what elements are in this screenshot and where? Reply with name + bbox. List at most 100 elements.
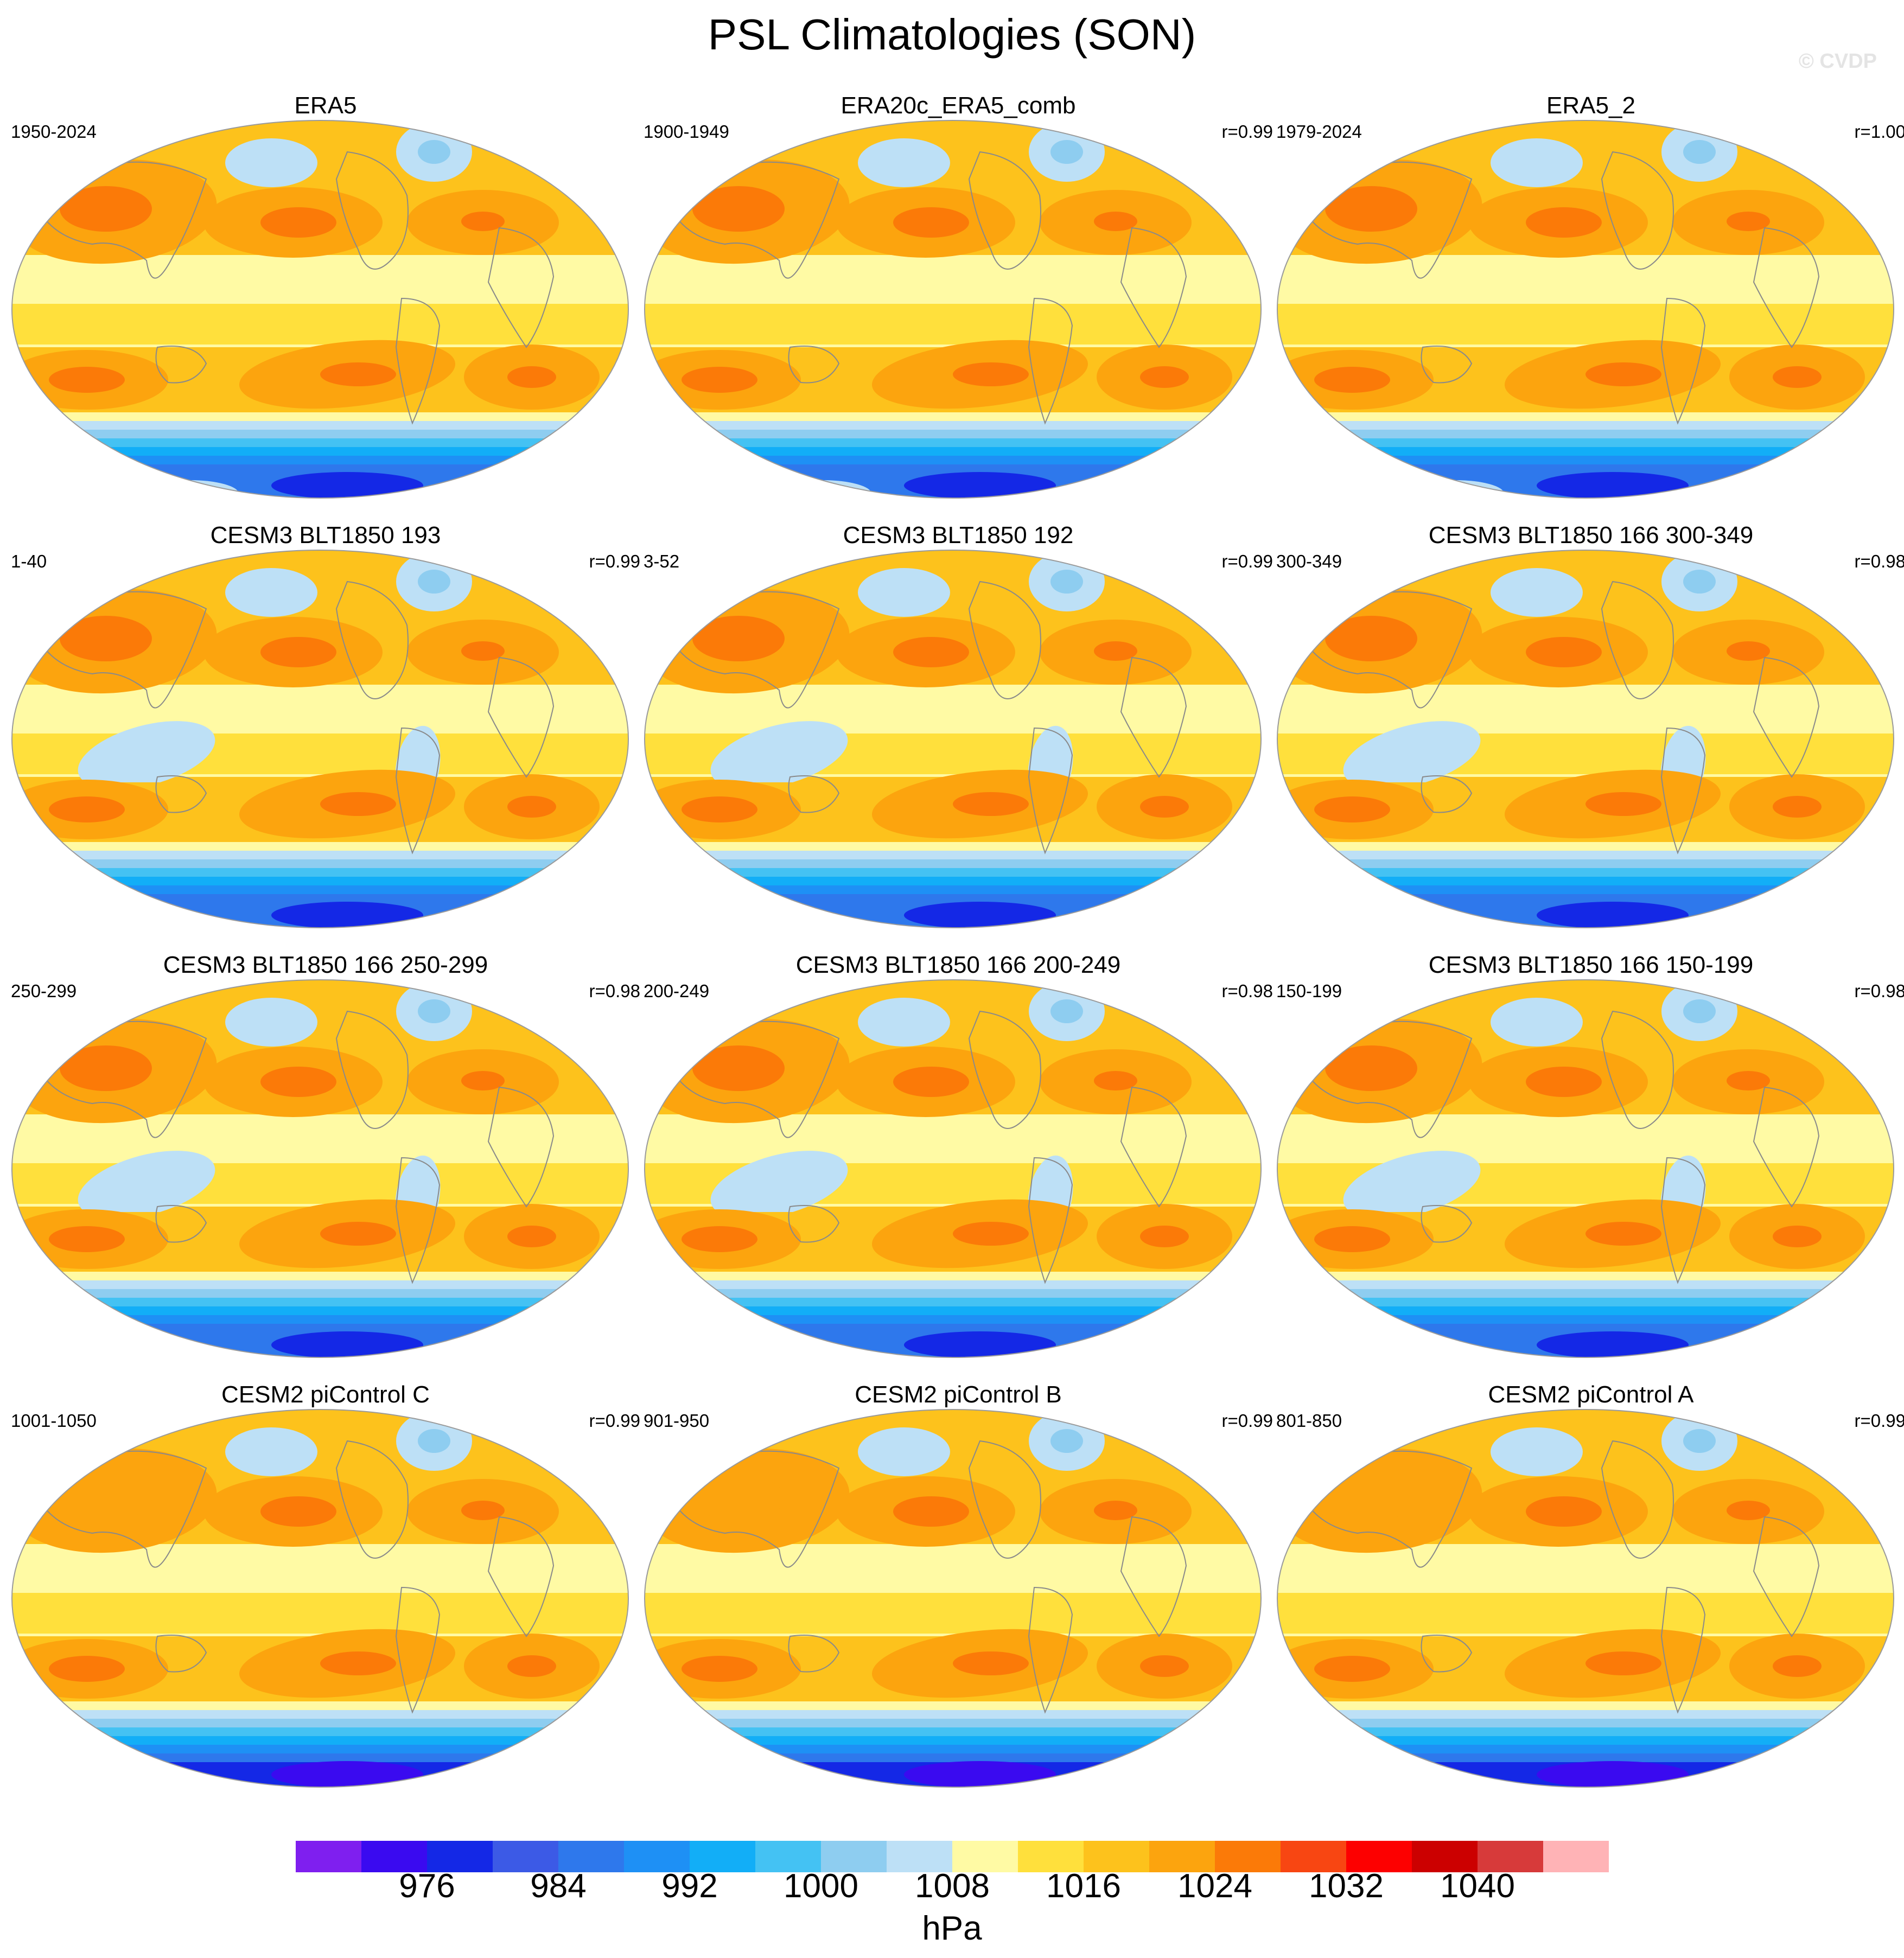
psl-map bbox=[644, 550, 1262, 928]
south-america-coastline bbox=[1660, 1157, 1706, 1284]
southern-ocean-band bbox=[12, 447, 628, 457]
panel-correlation: r=0.98 bbox=[1854, 981, 1904, 1001]
north-pacific-high-core bbox=[893, 207, 969, 238]
africa-coastline bbox=[1753, 227, 1820, 348]
south-atlantic-high-core bbox=[1773, 796, 1822, 818]
colorbar-swatch bbox=[493, 1841, 558, 1872]
aleutian-low bbox=[858, 568, 950, 617]
map-border bbox=[11, 550, 629, 928]
panel-title: CESM3 BLT1850 192 bbox=[843, 522, 1074, 549]
southern-ocean-band bbox=[645, 894, 1261, 904]
south-pacific-high-core bbox=[320, 792, 396, 816]
southern-ocean-band bbox=[1277, 859, 1894, 869]
psl-map bbox=[644, 979, 1262, 1358]
africa-coastline bbox=[1753, 1516, 1820, 1637]
colorbar-swatch bbox=[1084, 1841, 1149, 1872]
colorbar-swatch bbox=[1215, 1841, 1281, 1872]
africa-coastline bbox=[1753, 656, 1820, 778]
psl-subtrop-band bbox=[645, 304, 1261, 345]
colorbar-tick-label: 992 bbox=[661, 1867, 717, 1905]
maritime-continent-low bbox=[78, 721, 215, 789]
southern-ocean-band bbox=[645, 859, 1261, 869]
antarctic-low-core bbox=[1537, 472, 1689, 498]
psl-map bbox=[1277, 979, 1894, 1358]
southern-ocean-band bbox=[12, 1745, 628, 1755]
psl-subtrop-band bbox=[12, 1593, 628, 1634]
siberian-high-core bbox=[1325, 186, 1417, 232]
map-panel: CESM2 piControl B 901-950 r=0.99 bbox=[644, 1379, 1273, 1807]
panel-title: CESM2 piControl C bbox=[221, 1381, 430, 1408]
indian-ocean-high-core bbox=[49, 1226, 125, 1252]
southern-ocean-band bbox=[1277, 877, 1894, 886]
panel-period: 200-249 bbox=[644, 981, 710, 1001]
southern-ocean-band bbox=[645, 1272, 1261, 1281]
colorbar-swatch bbox=[1412, 1841, 1478, 1872]
africa-coastline bbox=[487, 1516, 555, 1637]
antarctic-low-core bbox=[271, 472, 423, 498]
colorbar-tick-label: 1032 bbox=[1309, 1867, 1384, 1905]
colorbar-swatch bbox=[887, 1841, 952, 1872]
australia-coastline bbox=[155, 1205, 207, 1243]
siberian-high-core bbox=[60, 186, 152, 232]
panel-correlation: r=0.98 bbox=[1221, 981, 1273, 1001]
siberian-high-core bbox=[60, 1045, 152, 1091]
watermark: © CVDP bbox=[1798, 50, 1877, 73]
panel-correlation: r=0.99 bbox=[1221, 1411, 1273, 1431]
aleutian-low bbox=[1491, 138, 1583, 187]
azores-high-core bbox=[461, 641, 505, 661]
southern-ocean-band bbox=[1277, 1280, 1894, 1290]
africa-coastline bbox=[487, 1086, 555, 1208]
panel-period: 1950-2024 bbox=[11, 122, 97, 142]
north-america-coastline bbox=[335, 1440, 409, 1559]
psl-map bbox=[644, 1409, 1262, 1788]
panel-title: ERA20c_ERA5_comb bbox=[840, 92, 1076, 119]
indian-ocean-high-core bbox=[1314, 796, 1390, 822]
australia-coastline bbox=[1421, 346, 1473, 384]
southern-ocean-band bbox=[645, 456, 1261, 465]
australia-coastline bbox=[1421, 1205, 1473, 1243]
aleutian-low bbox=[225, 568, 317, 617]
southern-ocean-band bbox=[645, 842, 1261, 852]
north-pacific-high-core bbox=[260, 637, 336, 667]
icelandic-low-core bbox=[1050, 1429, 1083, 1453]
indian-ocean-high-core bbox=[682, 1656, 757, 1682]
panel-correlation: r=0.99 bbox=[589, 1411, 641, 1431]
south-america-coastline bbox=[1660, 727, 1706, 854]
panel-title: ERA5 bbox=[294, 92, 357, 119]
icelandic-low-core bbox=[1050, 570, 1083, 594]
southern-ocean-band bbox=[12, 1298, 628, 1308]
southern-ocean-band bbox=[1277, 447, 1894, 457]
map-border bbox=[1277, 1409, 1894, 1788]
southern-ocean-band bbox=[12, 877, 628, 886]
siberian-high-core bbox=[692, 186, 785, 232]
north-america-coastline bbox=[335, 151, 409, 270]
africa-coastline bbox=[487, 227, 555, 348]
southern-ocean-band bbox=[1277, 1315, 1894, 1325]
southern-ocean-band bbox=[645, 1306, 1261, 1316]
south-america-coastline bbox=[1028, 297, 1073, 425]
southern-ocean-band bbox=[645, 877, 1261, 886]
southern-ocean-band bbox=[645, 1710, 1261, 1720]
africa-coastline bbox=[1120, 227, 1187, 348]
southern-ocean-band bbox=[645, 885, 1261, 895]
north-pacific-high-core bbox=[893, 1067, 969, 1097]
icelandic-low-core bbox=[1050, 999, 1083, 1023]
north-pacific-high-core bbox=[893, 1496, 969, 1527]
psl-map bbox=[11, 550, 629, 928]
panel-title: ERA5_2 bbox=[1546, 92, 1635, 119]
southern-ocean-band bbox=[1277, 1727, 1894, 1737]
azores-high-core bbox=[461, 212, 505, 231]
psl-subtrop-band bbox=[645, 1593, 1261, 1634]
indian-ocean-high-core bbox=[49, 367, 125, 393]
southern-ocean-band bbox=[12, 412, 628, 422]
indian-ocean-high-core bbox=[1314, 367, 1390, 393]
southern-ocean-band bbox=[645, 1745, 1261, 1755]
antarctic-low-core bbox=[271, 902, 423, 928]
south-america-coastline bbox=[395, 1157, 441, 1284]
aleutian-low bbox=[225, 1427, 317, 1476]
africa-coastline bbox=[487, 656, 555, 778]
icelandic-low-core bbox=[1683, 140, 1716, 164]
maritime-continent-low bbox=[1343, 1151, 1481, 1219]
north-america-coastline bbox=[335, 1010, 409, 1129]
siberian-high-core bbox=[1325, 1045, 1417, 1091]
